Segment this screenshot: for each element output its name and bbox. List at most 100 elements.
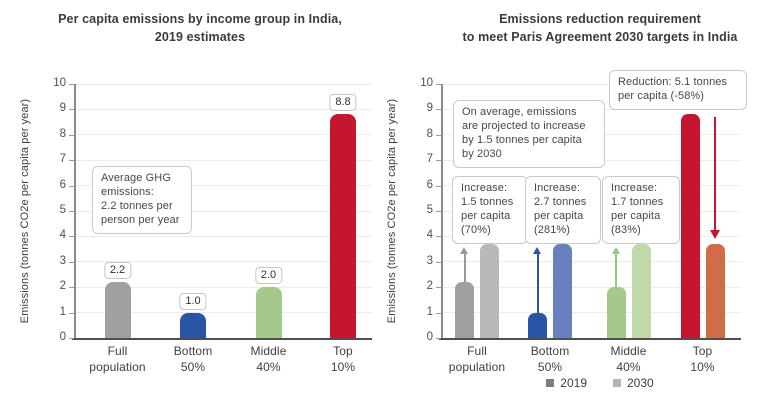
y-tick-mark — [436, 109, 441, 111]
gridline — [76, 134, 372, 136]
gridline — [76, 83, 372, 85]
y-tick-mark — [69, 185, 74, 187]
y-tick-label: 3 — [426, 254, 433, 267]
y-tick-label: 1 — [59, 305, 66, 318]
y-tick-label: 6 — [59, 178, 66, 191]
legend-item-2030: 2030 — [613, 376, 654, 390]
bar-full-population-2019 — [455, 282, 474, 338]
annotation-increase-full-population: Increase: 1.5 tonnes per capita (70%) — [452, 176, 528, 244]
legend: 2019 2030 — [440, 376, 760, 390]
chart-title-left: Per capita emissions by income group in … — [58, 12, 342, 44]
y-tick-label: 6 — [426, 178, 433, 191]
y-tick-label: 9 — [59, 102, 66, 115]
gridline — [443, 261, 741, 263]
annotation-reduction-top-10: Reduction: 5.1 tonnes per capita (-58%) — [609, 70, 747, 110]
category-label-bottom-50: Bottom 50% — [530, 344, 570, 374]
bar-top-10 — [330, 114, 356, 338]
value-label: 2.0 — [254, 267, 283, 285]
bar-middle-40-2030 — [631, 244, 651, 338]
annotation-increase-bottom-50: Increase: 2.7 tonnes per capita (281%) — [525, 176, 601, 244]
y-tick-label: 5 — [59, 204, 66, 216]
y-tick-label: 4 — [59, 229, 66, 242]
annotation-projection-2030: On average, emissions are projected to i… — [453, 100, 605, 168]
y-tick-mark — [69, 84, 74, 85]
category-label-full-population: Full population — [89, 344, 146, 374]
increase-arrow-icon-stem — [463, 253, 466, 283]
y-tick-label: 0 — [59, 331, 66, 343]
value-label: 8.8 — [329, 94, 357, 112]
y-tick-mark — [436, 287, 441, 289]
legend-label-2030: 2030 — [627, 376, 654, 390]
y-tick-mark — [436, 84, 441, 85]
y-tick-mark — [69, 312, 74, 314]
bar-top-10-2030 — [705, 244, 725, 338]
y-axis-line — [74, 84, 76, 339]
x-axis-line — [72, 338, 372, 340]
y-tick-mark — [69, 236, 74, 238]
y-tick-label: 10 — [420, 77, 433, 89]
chart-title-right: Emissions reduction requirement to meet … — [462, 12, 738, 44]
legend-label-2019: 2019 — [560, 376, 587, 390]
gridline — [443, 286, 741, 288]
gridline — [443, 83, 741, 85]
increase-arrow-icon — [611, 247, 620, 255]
y-tick-mark — [436, 134, 441, 136]
bar-middle-40 — [255, 287, 282, 338]
y-tick-label: 7 — [59, 153, 66, 166]
bar-full-population — [104, 282, 131, 338]
legend-swatch-2030 — [613, 379, 621, 387]
annotation-average-ghg: Average GHG emissions: 2.2 tonnes per pe… — [92, 166, 192, 234]
category-label-middle-40: Middle 40% — [250, 344, 287, 374]
gridline — [443, 312, 741, 314]
y-tick-label: 8 — [59, 127, 66, 140]
gridline — [76, 235, 372, 237]
category-label-top-10: Top 10% — [690, 344, 715, 374]
bar-full-population-2030 — [480, 244, 499, 338]
bar-top-10-2019 — [680, 114, 700, 338]
y-tick-label: 2 — [59, 280, 66, 293]
gridline — [76, 159, 372, 161]
category-label-middle-40: Middle 40% — [610, 344, 647, 374]
increase-arrow-icon — [460, 247, 468, 255]
y-tick-mark — [436, 338, 441, 339]
increase-arrow-icon — [533, 247, 541, 255]
gridline — [76, 185, 372, 187]
y-tick-mark — [69, 261, 74, 263]
y-tick-mark — [69, 338, 74, 339]
y-tick-mark — [69, 287, 74, 289]
gridline — [76, 108, 372, 110]
y-tick-label: 0 — [426, 331, 433, 343]
annotation-increase-middle-40: Increase: 1.7 tonnes per capita (83%) — [602, 176, 680, 244]
y-axis-line — [441, 84, 443, 339]
y-tick-label: 4 — [426, 229, 433, 242]
y-tick-label: 10 — [53, 77, 66, 89]
y-tick-mark — [436, 211, 441, 212]
bar-bottom-50-2030 — [553, 244, 572, 338]
category-label-full-population: Full population — [448, 344, 506, 374]
increase-arrow-icon-stem — [615, 253, 617, 288]
gridline — [76, 210, 372, 212]
category-label-bottom-50: Bottom 50% — [173, 344, 213, 374]
y-tick-label: 7 — [426, 153, 433, 166]
gridline — [76, 261, 372, 263]
y-tick-mark — [436, 185, 441, 187]
bar-bottom-50 — [180, 312, 206, 338]
y-tick-mark — [69, 211, 74, 212]
bar-middle-40-2019 — [606, 287, 626, 338]
y-tick-label: 8 — [426, 127, 433, 140]
legend-swatch-2019 — [546, 379, 555, 387]
y-tick-label: 1 — [426, 305, 433, 318]
y-tick-label: 9 — [426, 102, 433, 115]
gridline — [76, 312, 372, 314]
x-axis-line — [439, 338, 741, 340]
reduction-arrow-icon — [709, 230, 720, 240]
y-tick-label: 2 — [426, 280, 433, 293]
reduction-arrow-icon-stem — [714, 117, 716, 231]
value-label: 1.0 — [179, 292, 207, 310]
y-tick-mark — [436, 312, 441, 314]
y-tick-label: 5 — [426, 204, 433, 216]
category-label-top-10: Top 10% — [330, 344, 356, 374]
